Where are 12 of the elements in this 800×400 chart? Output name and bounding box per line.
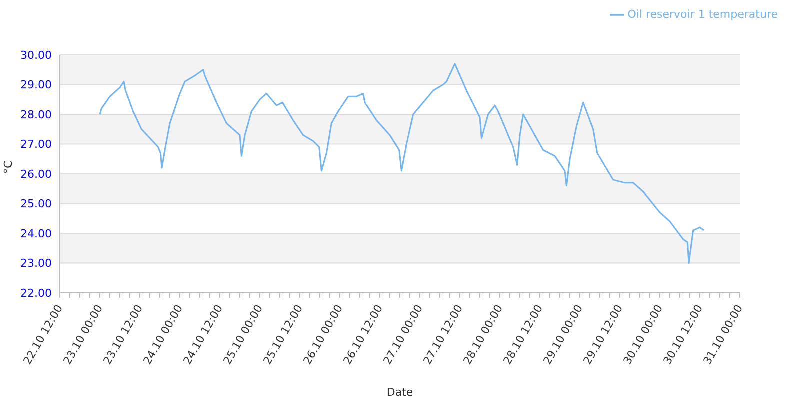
y-axis-title: °C (2, 160, 15, 174)
y-tick-label: 27.00 (20, 138, 52, 152)
y-tick-label: 22.00 (20, 286, 52, 300)
y-tick-label: 24.00 (20, 227, 52, 240)
y-tick-label: 30.00 (20, 48, 52, 62)
y-tick-label: 26.00 (20, 168, 52, 181)
y-tick-label: 25.00 (20, 198, 52, 211)
legend-label: Oil reservoir 1 temperature (628, 8, 778, 22)
y-tick-label: 28.00 (20, 108, 52, 122)
y-tick-label: 23.00 (20, 257, 52, 270)
y-tick-label: 29.00 (20, 78, 52, 92)
x-axis-title: Date (386, 386, 414, 399)
